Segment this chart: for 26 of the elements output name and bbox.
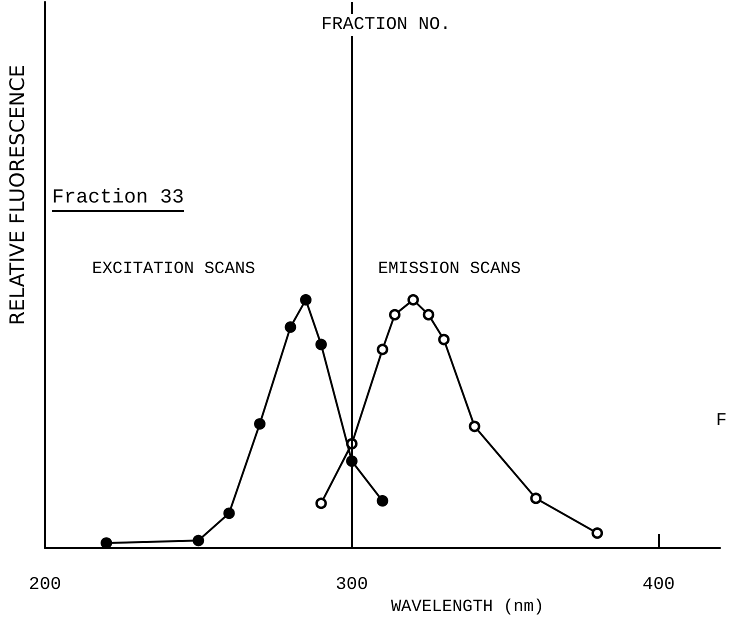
point <box>315 338 327 350</box>
point <box>376 344 388 356</box>
point <box>468 420 480 432</box>
point <box>254 418 266 430</box>
point <box>376 495 388 507</box>
x-tick-label: 400 <box>642 575 675 595</box>
text: EMISSION SCANS <box>378 260 521 279</box>
point <box>530 492 542 504</box>
text: Fraction 33 <box>52 186 184 210</box>
x-tick-label: 300 <box>336 575 368 595</box>
point <box>422 308 434 320</box>
point <box>407 294 419 306</box>
text: EXCITATION SCANS <box>92 260 256 279</box>
point <box>223 508 235 519</box>
annotation: F <box>716 411 727 431</box>
x-axis-title: WAVELENGTH (nm) <box>390 598 544 617</box>
point <box>592 527 604 539</box>
point <box>315 498 327 510</box>
x-tick-label: 200 <box>28 575 62 595</box>
point <box>300 294 312 306</box>
point <box>192 534 204 546</box>
chart-title: FRACTION NO. <box>321 15 451 35</box>
y-axis-title: RELATIVE FLUORESCENCE <box>5 64 29 326</box>
point <box>284 321 296 333</box>
point <box>438 334 450 346</box>
point <box>389 308 401 320</box>
